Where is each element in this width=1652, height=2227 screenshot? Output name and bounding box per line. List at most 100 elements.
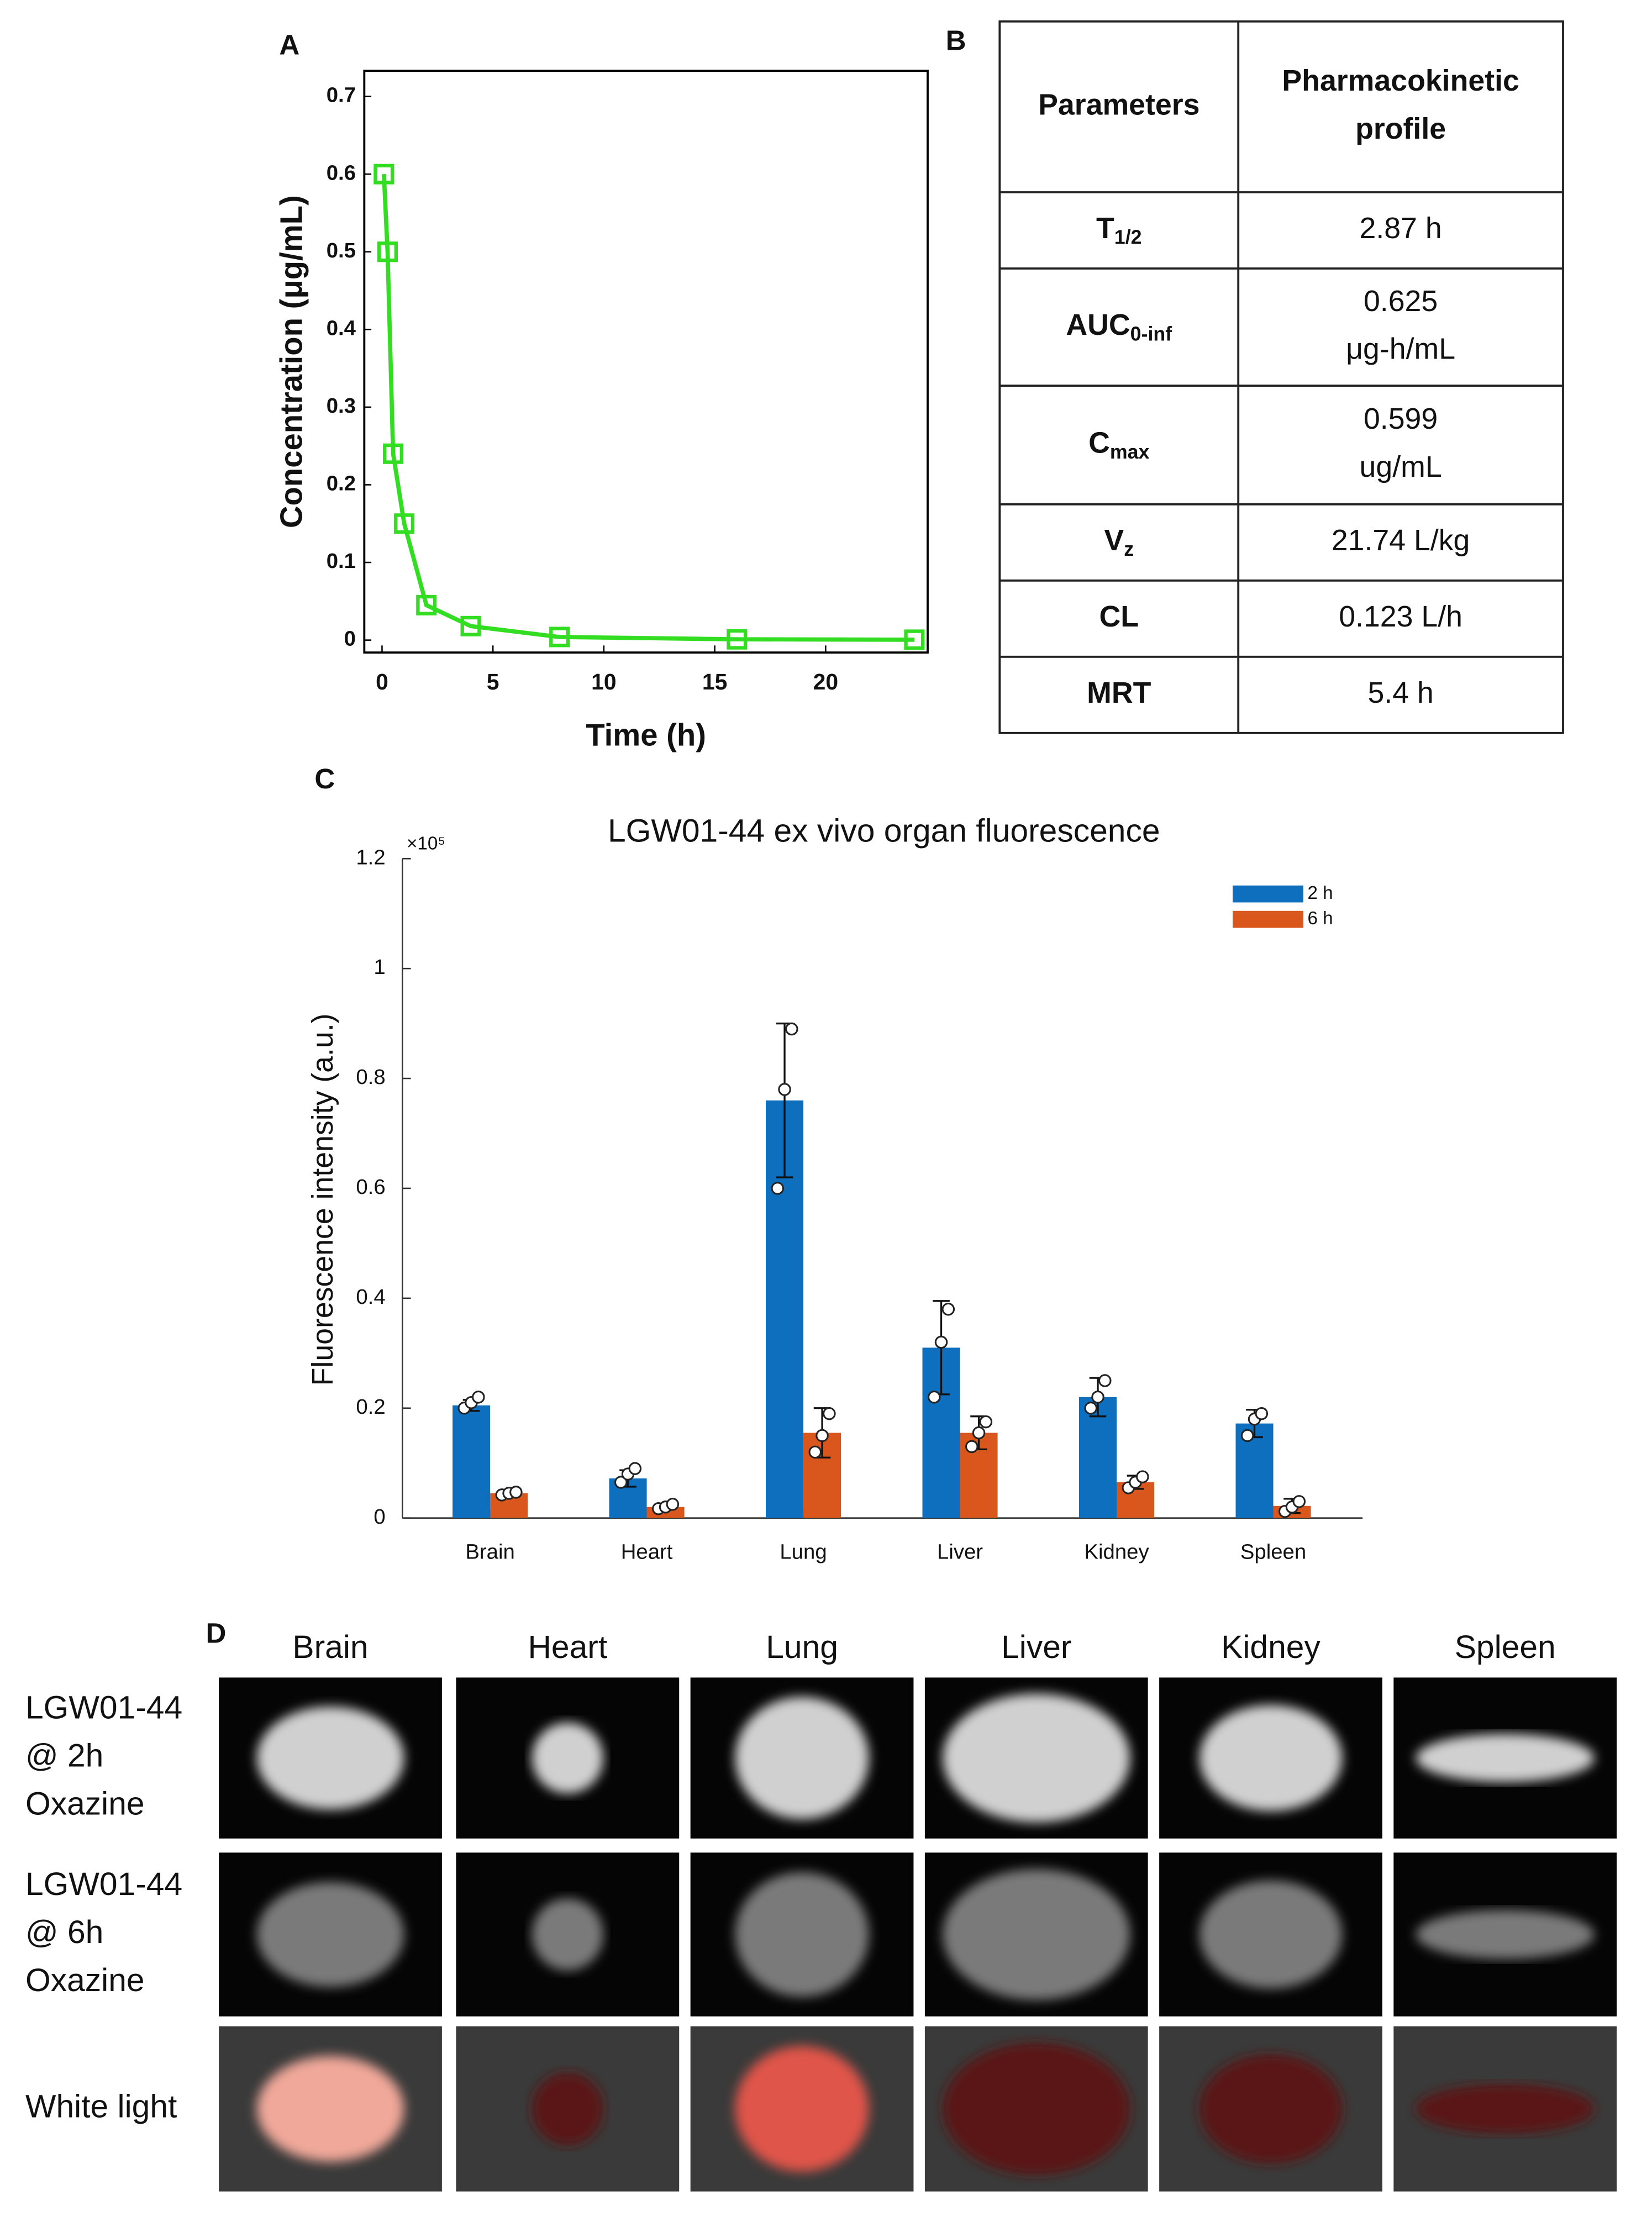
- table-param: Vz: [1104, 524, 1134, 561]
- table-param: Cmax: [1088, 427, 1149, 464]
- organ: [532, 2072, 603, 2145]
- x-tick-label: 0: [376, 669, 388, 694]
- table-param: MRT: [1087, 676, 1151, 709]
- x-tick-label: 5: [487, 669, 499, 694]
- y-tick-label: 0.1: [327, 549, 356, 573]
- panel-label: D: [206, 1617, 227, 1649]
- organ: [256, 1706, 404, 1810]
- organ: [1199, 1880, 1343, 1989]
- legend-swatch: [1233, 885, 1303, 903]
- table-cell: 21.74 L/kg: [1332, 524, 1470, 557]
- data-marker: [377, 241, 398, 262]
- y-multiplier: ×10⁵: [407, 833, 445, 854]
- data-point: [927, 1391, 941, 1404]
- organ: [532, 1898, 603, 1971]
- data-marker: [382, 443, 404, 464]
- data-point: [1091, 1391, 1104, 1404]
- data-point: [941, 1302, 955, 1316]
- organ: [1199, 2054, 1343, 2163]
- bar: [453, 1405, 491, 1518]
- organ: [532, 1723, 603, 1794]
- column-label: Spleen: [1455, 1629, 1556, 1665]
- row-label: White light: [25, 2089, 177, 2125]
- param-sub: 1/2: [1114, 227, 1142, 249]
- data-point: [823, 1407, 836, 1420]
- y-tick-label: 1.2: [356, 845, 385, 869]
- param-main: T: [1096, 212, 1114, 245]
- table-cell: μg-h/mL: [1346, 333, 1455, 366]
- data-marker: [373, 164, 394, 185]
- chart-title: LGW01-44 ex vivo organ fluorescence: [608, 813, 1160, 849]
- column-label: Brain: [292, 1629, 368, 1665]
- data-point: [778, 1083, 791, 1096]
- legend-label: 2 h: [1307, 883, 1333, 903]
- x-tick-label: Spleen: [1240, 1540, 1306, 1564]
- table-cell: 0.625: [1364, 285, 1438, 318]
- param-main: AUC: [1066, 308, 1130, 341]
- row-label: @ 6h: [25, 1914, 103, 1950]
- x-tick-label: Lung: [780, 1540, 827, 1564]
- x-tick-label: 20: [813, 669, 838, 694]
- data-point: [934, 1335, 948, 1349]
- y-tick-label: 0.4: [327, 316, 356, 340]
- y-tick-label: 0.2: [356, 1395, 385, 1419]
- column-label: Liver: [1001, 1629, 1071, 1665]
- table-param: AUC0-inf: [1066, 308, 1172, 345]
- data-point: [509, 1486, 523, 1499]
- data-point: [979, 1415, 993, 1429]
- column-label: Kidney: [1221, 1629, 1320, 1665]
- legend-swatch: [1233, 910, 1303, 928]
- param-main: V: [1104, 524, 1124, 557]
- panel-label: A: [279, 29, 299, 60]
- organ: [1199, 1704, 1343, 1812]
- data-point: [1255, 1407, 1269, 1420]
- data-marker: [394, 513, 415, 534]
- table-cell: 5.4 h: [1367, 676, 1433, 709]
- organ: [735, 1872, 869, 1997]
- x-axis-label: Time (h): [586, 717, 706, 752]
- table-cell: Parameters: [1038, 88, 1199, 122]
- param-sub: max: [1110, 441, 1150, 463]
- table-cell: profile: [1355, 112, 1446, 145]
- table-param: CL: [1099, 600, 1139, 633]
- y-tick-label: 0: [344, 627, 356, 651]
- data-marker: [460, 615, 481, 636]
- data-point: [816, 1429, 829, 1442]
- y-tick-label: 0.6: [327, 161, 356, 185]
- table-frame: [998, 20, 1564, 734]
- column-label: Heart: [528, 1629, 607, 1665]
- organ: [1416, 1910, 1595, 1960]
- data-point: [965, 1440, 978, 1454]
- data-marker: [904, 629, 925, 650]
- organ: [256, 2056, 404, 2162]
- organ: [256, 1882, 404, 1987]
- organ: [735, 2046, 869, 2172]
- bar: [1235, 1423, 1274, 1518]
- organ: [943, 1868, 1130, 2000]
- data-point: [1292, 1495, 1306, 1508]
- row-label: LGW01-44: [25, 1690, 182, 1726]
- y-tick-label: 0.5: [327, 239, 356, 262]
- panel-label: B: [946, 25, 966, 56]
- table-param: T1/2: [1096, 212, 1142, 249]
- data-point: [785, 1022, 798, 1036]
- x-tick-label: Liver: [937, 1540, 983, 1564]
- x-tick-label: Heart: [621, 1540, 673, 1564]
- row-label: Oxazine: [25, 1962, 145, 1998]
- data-point: [1136, 1470, 1149, 1483]
- data-point: [1098, 1374, 1112, 1387]
- y-tick-label: 0.2: [327, 472, 356, 496]
- param-sub: 0-inf: [1130, 323, 1172, 345]
- row-label: @ 2h: [25, 1738, 103, 1774]
- x-tick-label: Brain: [465, 1540, 514, 1564]
- y-axis-label: Fluorescence intensity (a.u.): [306, 1013, 339, 1386]
- row-label: LGW01-44: [25, 1866, 182, 1902]
- x-tick-label: 15: [702, 669, 727, 694]
- data-point: [628, 1462, 642, 1475]
- param-main: MRT: [1087, 676, 1151, 709]
- y-tick-label: 0: [373, 1505, 385, 1529]
- organ: [1416, 2084, 1595, 2134]
- y-tick-label: 0.3: [327, 394, 356, 418]
